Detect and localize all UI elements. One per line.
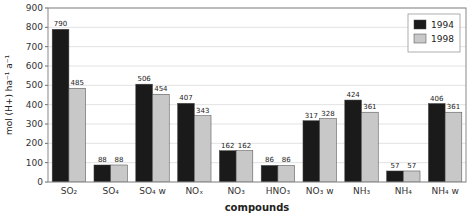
data-label: 361 xyxy=(447,103,460,111)
tick-label: 200 xyxy=(26,138,43,148)
tick-label: NH₄ w xyxy=(431,186,458,196)
legend-box xyxy=(408,14,460,52)
bar xyxy=(445,112,462,182)
grid-line xyxy=(48,27,466,28)
grid-line xyxy=(48,66,466,67)
data-label: 88 xyxy=(115,156,124,164)
bar xyxy=(362,112,379,182)
tick-label: 100 xyxy=(26,158,43,168)
tick-label: NO₃ xyxy=(227,186,245,196)
tick-label: 600 xyxy=(26,61,43,71)
data-label: 424 xyxy=(346,91,360,99)
tick-label: HNO₃ xyxy=(266,186,291,196)
bar xyxy=(428,104,445,182)
bar xyxy=(320,119,337,182)
data-label: 57 xyxy=(407,162,416,170)
bar xyxy=(303,121,320,182)
legend-swatch xyxy=(414,20,426,29)
grid-line xyxy=(48,46,466,47)
tick-label: 800 xyxy=(26,22,43,32)
data-label: 454 xyxy=(154,85,168,93)
bar xyxy=(178,103,195,182)
bar xyxy=(387,171,404,182)
data-label: 162 xyxy=(221,142,234,150)
data-label: 317 xyxy=(305,112,318,120)
bar xyxy=(136,84,153,182)
bar xyxy=(111,165,128,182)
bar xyxy=(261,165,278,182)
tick-label: 400 xyxy=(26,100,43,110)
bars xyxy=(52,29,462,182)
data-label: 57 xyxy=(390,162,399,170)
grid-line xyxy=(48,162,466,163)
bar xyxy=(345,100,362,182)
data-labels: 790 485 88 88 506454 407 343 162 162 86 86 317328 42… xyxy=(54,20,460,170)
data-label: 343 xyxy=(196,107,209,115)
data-label: 790 xyxy=(54,20,67,28)
data-label: 407 xyxy=(179,94,192,102)
tick-label: SO₄ xyxy=(102,186,119,196)
data-label: 361 xyxy=(363,103,376,111)
tick-label: SO₄ w xyxy=(139,186,166,196)
data-label: 88 xyxy=(98,156,107,164)
y-axis-label: mol (H+) ha⁻¹ a⁻¹ xyxy=(4,55,14,136)
tick-label: 500 xyxy=(26,80,43,90)
legend-label: 1998 xyxy=(431,34,454,44)
tick-label: SO₂ xyxy=(61,186,78,196)
grid-line xyxy=(48,104,466,105)
chart: 0 100 200 300 400 500 600 700 800 900 790 485 88 88 50… xyxy=(0,0,474,220)
tick-label: 300 xyxy=(26,119,43,129)
data-label: 162 xyxy=(238,142,251,150)
data-label: 406 xyxy=(430,95,444,103)
tick-label: NOₓ xyxy=(185,186,203,196)
y-axis: 0 100 200 300 400 500 600 700 800 900 xyxy=(26,3,466,187)
tick-label: 0 xyxy=(37,177,43,187)
bar xyxy=(69,88,86,182)
data-label: 328 xyxy=(321,110,334,118)
data-label: 485 xyxy=(71,79,84,87)
tick-label: NO₃ w xyxy=(306,186,334,196)
legend: 1994 1998 xyxy=(408,14,460,52)
tick-label: 700 xyxy=(26,42,43,52)
grid-line xyxy=(48,85,466,86)
data-label: 86 xyxy=(282,156,291,164)
bar xyxy=(94,165,111,182)
tick-label: NH₄ xyxy=(395,186,413,196)
bar xyxy=(236,151,253,182)
bar xyxy=(52,29,69,182)
plot-frame xyxy=(48,8,466,182)
tick-label: NH₃ xyxy=(353,186,371,196)
bar xyxy=(403,171,420,182)
legend-swatch xyxy=(414,34,426,43)
bar xyxy=(219,151,236,182)
data-label: 86 xyxy=(265,156,274,164)
tick-label: 900 xyxy=(26,3,43,13)
data-label: 506 xyxy=(137,75,151,83)
bar xyxy=(278,165,295,182)
grid-line xyxy=(48,124,466,125)
x-axis-label: compounds xyxy=(225,202,290,213)
grid-line xyxy=(48,143,466,144)
bar xyxy=(153,94,170,182)
bar xyxy=(194,116,211,182)
legend-label: 1994 xyxy=(431,20,454,30)
